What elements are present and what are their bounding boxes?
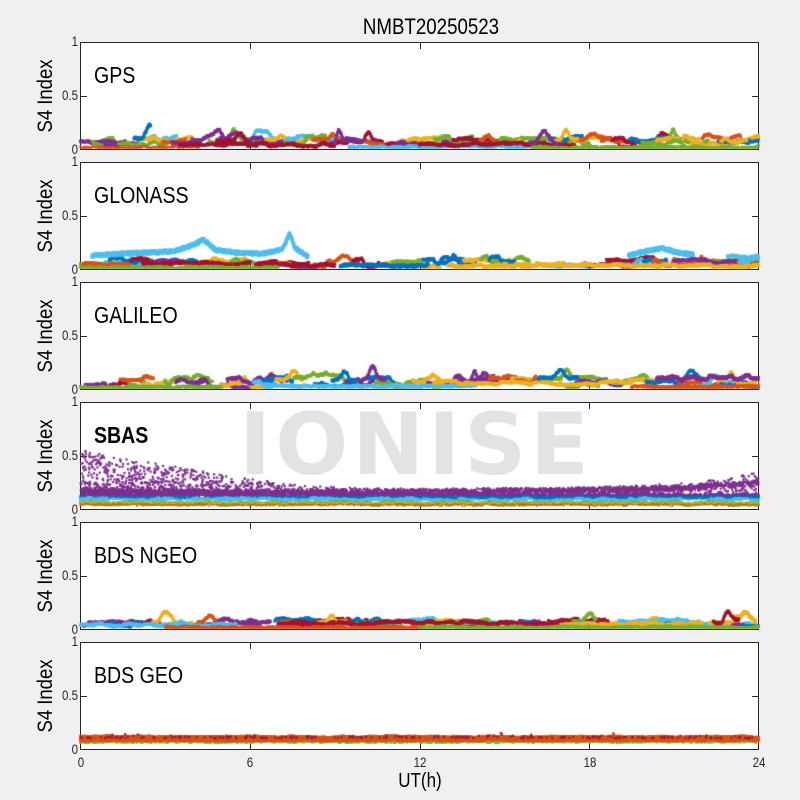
x-tick-label: 12	[413, 755, 427, 770]
x-tick-label: 24	[752, 755, 766, 770]
x-axis-label: UT(h)	[398, 770, 442, 792]
x-tick-label: 18	[583, 755, 597, 770]
x-tick-label: 0	[77, 755, 85, 770]
x-tick-label: 6	[246, 755, 254, 770]
